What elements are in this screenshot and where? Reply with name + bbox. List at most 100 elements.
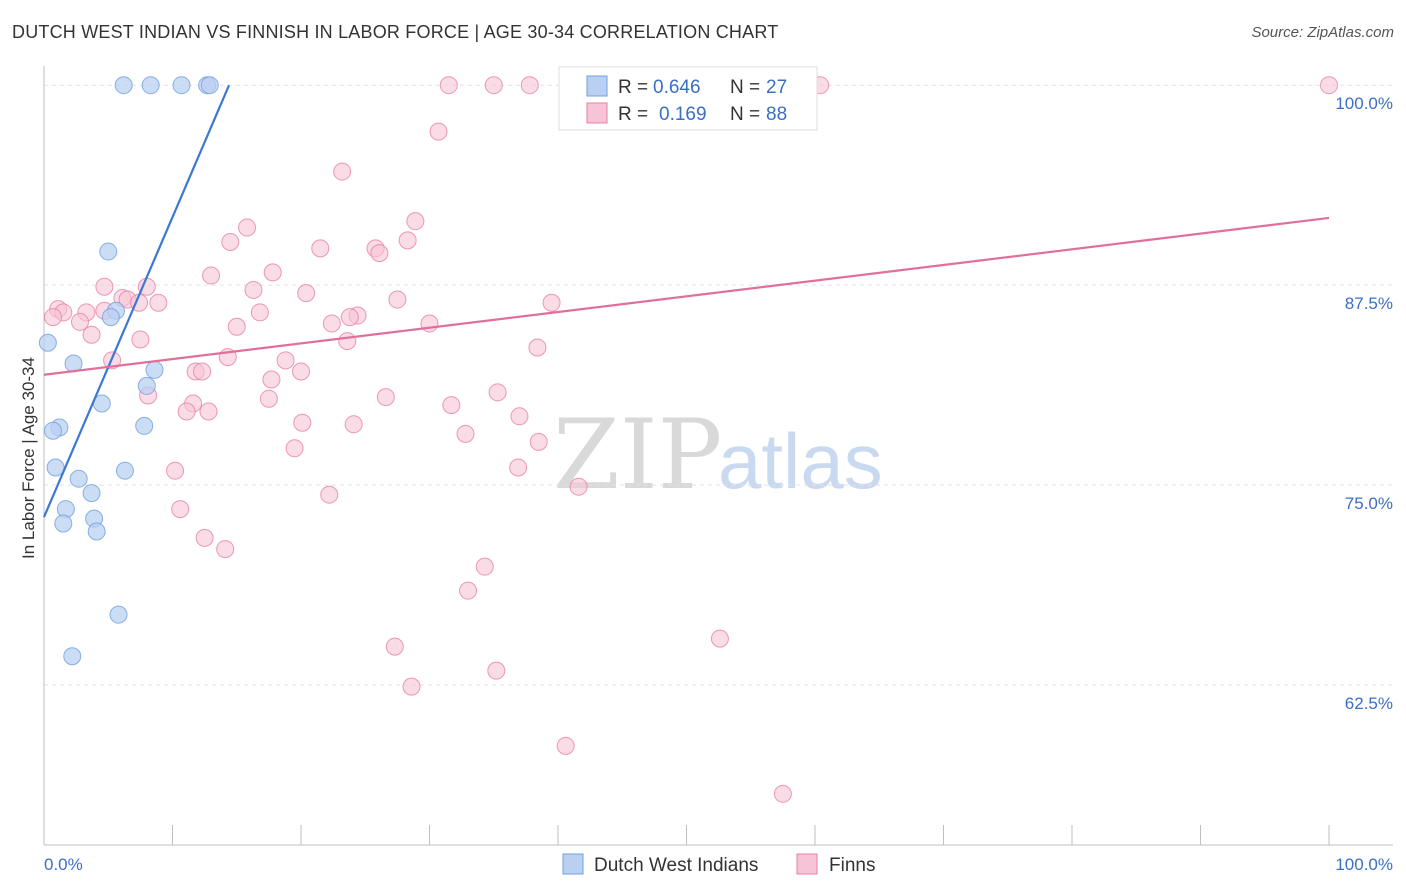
point-finns [177,402,196,421]
watermark-atlas: atlas [718,417,883,505]
point-finns [70,312,89,331]
y-tick-label: 87.5% [1345,294,1393,313]
point-dutch-west-indians [172,76,191,95]
point-finns [131,330,150,349]
point-dutch-west-indians [63,647,82,666]
legend-r-label-finns: R = [618,104,648,125]
point-finns [285,439,304,458]
trend-line-finns [43,216,1330,376]
legend-r-value-dutch: 0.646 [653,77,701,98]
point-finns [429,122,448,141]
bottom-swatch-dutch [562,853,584,875]
point-finns [297,284,316,303]
bottom-legend-finns: Finns [829,855,875,876]
point-finns [402,677,421,696]
trend-line-dutch-west-indians [42,84,231,518]
point-finns [149,293,168,312]
point-finns [385,637,404,656]
point-dutch-west-indians [141,76,160,95]
legend-n-label-dutch: N = [730,77,760,98]
point-finns [484,76,503,95]
point-finns [370,244,389,263]
point-finns [398,231,417,250]
point-finns [487,661,506,680]
point-finns [259,389,278,408]
y-tick-label: 100.0% [1335,94,1393,113]
point-finns [43,308,62,327]
point-finns [475,557,494,576]
data-points [38,76,1338,803]
point-finns [442,396,461,415]
legend-r-label-dutch: R = [618,77,648,98]
point-finns [456,424,475,443]
point-dutch-west-indians [109,605,128,624]
legend-n-value-dutch: 27 [766,77,787,98]
point-dutch-west-indians [82,484,101,503]
point-finns [244,280,263,299]
point-dutch-west-indians [99,242,118,261]
point-finns [250,303,269,322]
point-dutch-west-indians [54,514,73,533]
legend-swatch-dutch [586,75,608,97]
y-tick-labels: 62.5% 75.0% 87.5% 100.0% [1335,94,1393,713]
point-finns [95,277,114,296]
point-dutch-west-indians [137,376,156,395]
y-tick-label: 75.0% [1345,494,1393,513]
point-finns [556,736,575,755]
point-dutch-west-indians [200,76,219,95]
point-finns [773,784,792,803]
point-finns [216,540,235,559]
point-finns [202,266,221,285]
point-dutch-west-indians [115,461,134,480]
legend-swatch-finns [586,102,608,124]
point-finns [529,432,548,451]
point-finns [488,383,507,402]
point-finns [292,362,310,381]
point-finns [276,351,295,370]
legend-r-value-finns: 0.169 [659,104,707,125]
chart-title: DUTCH WEST INDIAN VS FINNISH IN LABOR FO… [12,22,779,42]
point-finns [199,402,218,421]
point-finns [710,629,729,648]
point-finns [388,290,407,309]
point-dutch-west-indians [114,76,133,95]
point-finns [542,293,561,312]
axes [43,66,1393,846]
point-dutch-west-indians [87,522,106,541]
point-finns [1320,76,1338,95]
point-finns [238,218,257,237]
point-finns [193,362,212,381]
source-label: Source: ZipAtlas.com [1251,24,1394,41]
point-finns [509,458,528,477]
series-legend: Dutch West Indians Finns [562,853,875,876]
point-finns [520,76,539,95]
trend-lines [42,84,1330,518]
point-finns [171,500,190,519]
point-finns [221,232,240,251]
point-dutch-west-indians [135,416,154,435]
point-finns [338,332,357,351]
point-finns [262,370,281,389]
point-finns [322,314,341,333]
point-finns [166,461,185,480]
bottom-swatch-finns [796,853,818,875]
point-finns [227,317,246,336]
point-finns [320,485,339,504]
stats-legend: R = 0.646 N = 27 R = 0.169 N = 88 [558,66,818,131]
x-tick-label-0: 0.0% [44,855,83,874]
y-tick-label: 62.5% [1345,694,1393,713]
point-finns [569,477,588,496]
point-finns [510,407,529,426]
point-finns [528,338,547,357]
point-dutch-west-indians [145,360,164,379]
point-dutch-west-indians [101,308,120,327]
point-finns [195,528,214,547]
point-dutch-west-indians [43,421,62,440]
point-finns [406,212,425,231]
x-tick-label-100: 100.0% [1335,855,1393,874]
point-finns [263,263,282,282]
point-finns [82,325,101,344]
point-finns [376,388,395,407]
point-finns [340,308,359,327]
